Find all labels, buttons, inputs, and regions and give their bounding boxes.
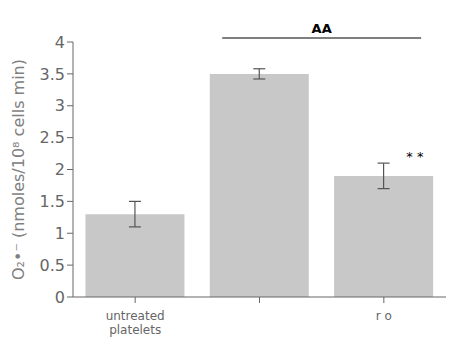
svg-text:O₂•⁻ (nmoles/10⁸ cells min): O₂•⁻ (nmoles/10⁸ cells min)	[9, 59, 28, 280]
svg-text:r o: r o	[376, 309, 392, 323]
svg-text:1: 1	[55, 224, 65, 243]
svg-text:4: 4	[55, 33, 65, 52]
svg-text:2: 2	[55, 160, 65, 179]
svg-text:0.5: 0.5	[40, 256, 65, 275]
svg-text:3.5: 3.5	[40, 65, 65, 84]
svg-text:AA: AA	[312, 21, 332, 36]
svg-text:1.5: 1.5	[40, 192, 65, 211]
svg-text:0: 0	[55, 288, 65, 307]
svg-text:3: 3	[55, 96, 65, 115]
svg-text:2.5: 2.5	[40, 128, 65, 147]
svg-text:* *: * *	[406, 149, 424, 164]
svg-text:untreatedplatelets: untreatedplatelets	[106, 309, 165, 337]
